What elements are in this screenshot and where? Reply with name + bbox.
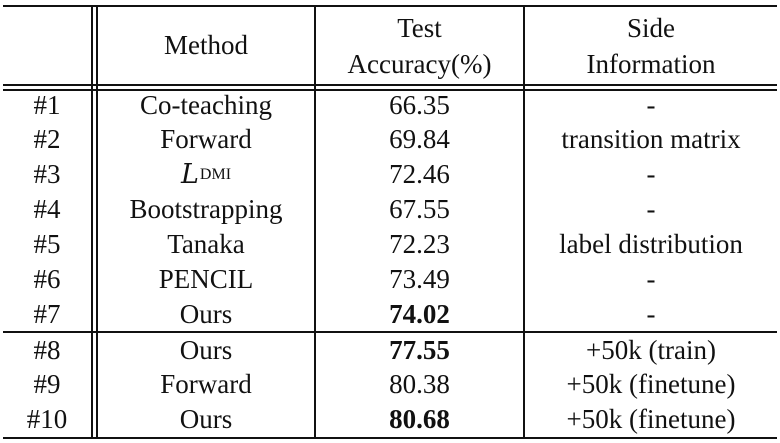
header-id bbox=[3, 7, 91, 84]
header-side-line2: Information bbox=[586, 48, 716, 79]
column-divider-double-right bbox=[96, 7, 98, 437]
row-method: Ours bbox=[179, 404, 233, 434]
loss-subscript: DMI bbox=[199, 165, 232, 183]
row-side-info: - bbox=[646, 298, 656, 329]
row-accuracy: 80.68 bbox=[389, 404, 450, 434]
row-side-info: transition matrix bbox=[561, 124, 741, 154]
row-side-info: +50k (finetune) bbox=[566, 404, 736, 434]
row-method: Ours bbox=[179, 298, 233, 329]
row-accuracy: 80.38 bbox=[389, 369, 450, 399]
row-side-info: label distribution bbox=[559, 229, 743, 259]
row-accuracy: 69.84 bbox=[389, 124, 450, 154]
row-id: #7 bbox=[33, 298, 61, 329]
row-id: #9 bbox=[33, 369, 61, 399]
row-side-info: - bbox=[646, 159, 656, 189]
loss-symbol: L bbox=[180, 159, 199, 190]
header-method: Method bbox=[164, 30, 248, 60]
column-divider-double-left bbox=[91, 7, 93, 437]
column-divider-method bbox=[314, 7, 316, 437]
top-rule bbox=[3, 5, 777, 7]
row-method: Ours bbox=[179, 334, 233, 365]
row-method: Bootstrapping bbox=[129, 194, 283, 224]
header-rule-1 bbox=[3, 84, 777, 86]
row-accuracy: 67.55 bbox=[389, 194, 450, 224]
header-accuracy-line1: Test bbox=[397, 12, 442, 43]
row-method: Tanaka bbox=[167, 229, 245, 259]
row-id: #8 bbox=[33, 334, 61, 365]
header-accuracy-line2: Accuracy(%) bbox=[347, 48, 492, 79]
row-accuracy: 73.49 bbox=[389, 264, 450, 294]
row-method: Forward bbox=[160, 369, 252, 399]
row-id: #6 bbox=[33, 264, 61, 294]
row-id: #3 bbox=[33, 159, 61, 189]
row-side-info: +50k (train) bbox=[586, 334, 716, 365]
bottom-rule bbox=[3, 437, 777, 439]
row-id: #4 bbox=[33, 194, 61, 224]
header-rule-2 bbox=[3, 89, 777, 91]
column-divider-accuracy bbox=[523, 7, 525, 437]
row-id: #5 bbox=[33, 229, 61, 259]
row-accuracy: 66.35 bbox=[389, 89, 450, 120]
header-accuracy: Test Accuracy(%) bbox=[316, 7, 523, 84]
row-method: PENCIL bbox=[158, 264, 254, 294]
row-id: #2 bbox=[33, 124, 61, 154]
row-side-info: - bbox=[646, 194, 656, 224]
row-accuracy: 72.46 bbox=[389, 159, 450, 189]
row-accuracy: 74.02 bbox=[389, 298, 450, 329]
row-id: #10 bbox=[26, 404, 68, 434]
row-method: L DMI bbox=[98, 157, 314, 192]
header-side-line1: Side bbox=[626, 12, 675, 43]
row-side-info: - bbox=[646, 264, 656, 294]
row-accuracy: 77.55 bbox=[389, 334, 450, 365]
section-rule bbox=[3, 331, 777, 333]
row-method: Forward bbox=[160, 124, 252, 154]
row-side-info: +50k (finetune) bbox=[566, 369, 736, 399]
row-side-info: - bbox=[646, 89, 656, 120]
row-id: #1 bbox=[33, 89, 61, 120]
header-side-information: Side Information bbox=[525, 7, 777, 84]
row-accuracy: 72.23 bbox=[389, 229, 450, 259]
row-method: Co-teaching bbox=[140, 89, 272, 120]
